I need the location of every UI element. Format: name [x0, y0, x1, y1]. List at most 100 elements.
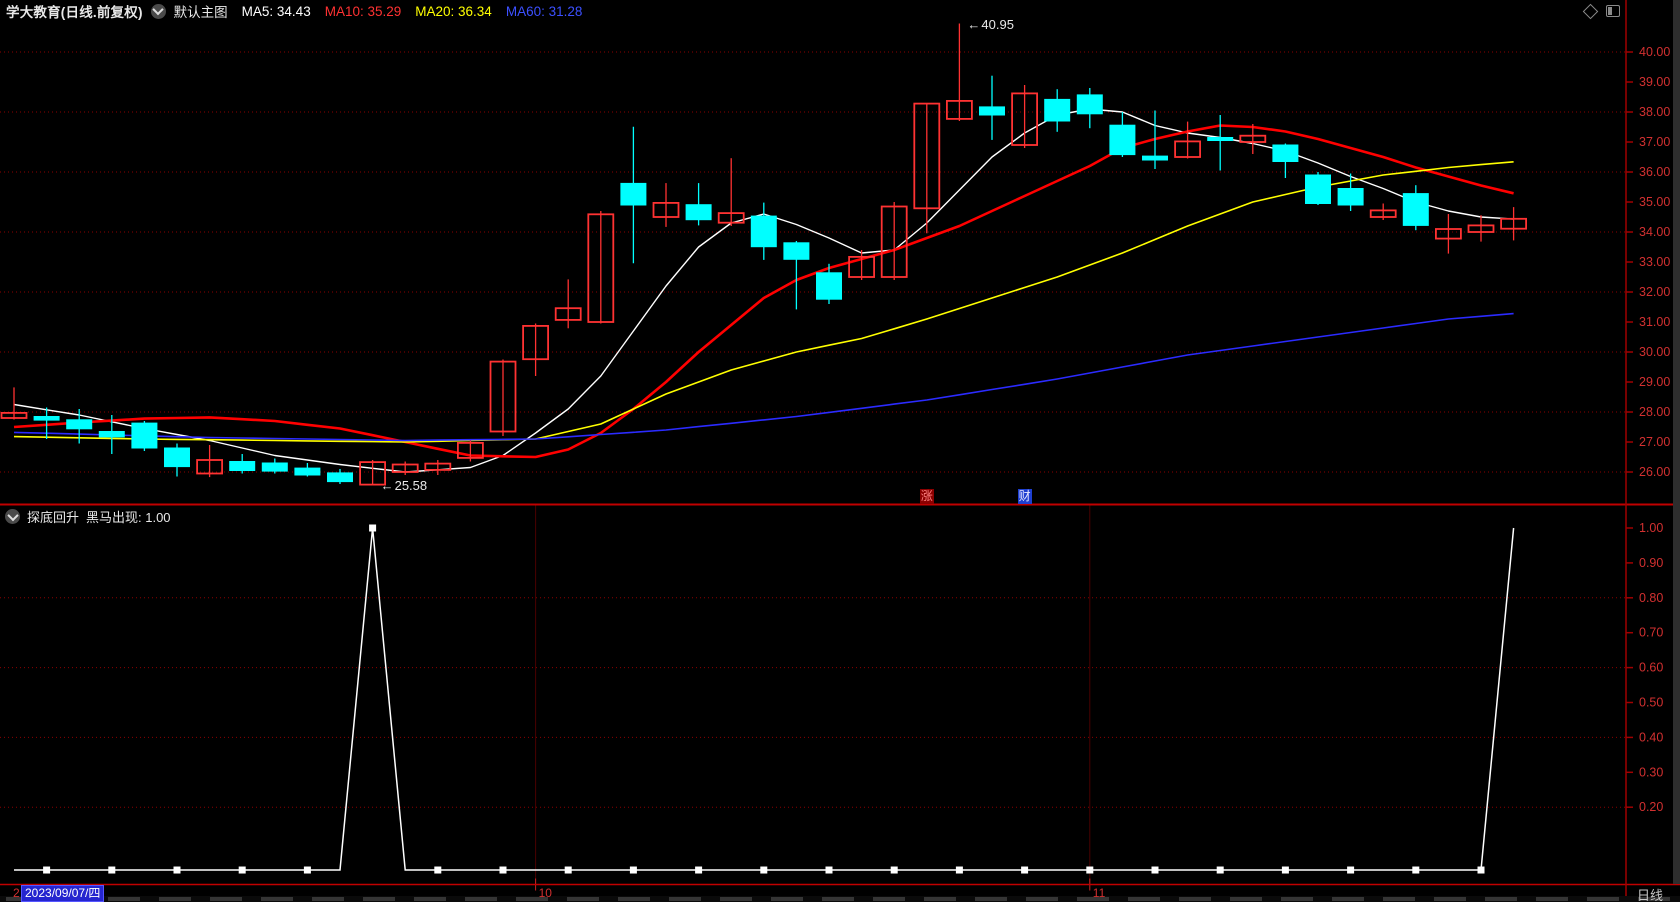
ma60-value-label: MA60: 31.28 [505, 3, 583, 19]
candle[interactable] [1500, 207, 1527, 241]
candle[interactable] [1305, 172, 1331, 205]
candle[interactable] [391, 461, 419, 476]
sub-tick-label: 0.50 [1639, 696, 1663, 710]
annotation-text: 40.95 [981, 16, 1014, 32]
horizontal-scrollbar[interactable] [0, 896, 1680, 902]
vertical-scrollbar[interactable] [1673, 0, 1680, 884]
chevron-down-icon[interactable] [150, 3, 166, 19]
candle[interactable] [1142, 110, 1168, 170]
price-tick-label: 40.00 [1639, 45, 1670, 59]
indicator-value-label: 黑马出现: 1.00 [86, 510, 171, 525]
sub-tick-label: 0.40 [1639, 730, 1663, 744]
ma60-line [13, 312, 1514, 442]
candle[interactable] [848, 250, 875, 280]
candle[interactable] [880, 202, 908, 280]
main-chart-header: 学大教育(日线.前复权) 默认主图 MA5: 34.43 MA10: 35.29… [0, 0, 1680, 22]
price-axis-ticks: 26.00 27.00 28.00 29.00 30.00 31.00 32.00 33.00… [1626, 45, 1670, 479]
diamond-icon[interactable] [1582, 3, 1599, 19]
candle[interactable] [1272, 143, 1299, 179]
candle[interactable] [1239, 124, 1267, 154]
month-separators [535, 505, 1091, 891]
price-annotation: ←25.58 [381, 478, 428, 493]
candle[interactable] [1109, 112, 1136, 157]
candle[interactable] [66, 409, 93, 444]
sub-tick-label: 1.00 [1639, 521, 1663, 535]
candle[interactable] [0, 387, 28, 420]
annotation-text: 25.58 [394, 477, 428, 493]
candle[interactable] [750, 202, 777, 260]
price-tick-label: 32.00 [1639, 285, 1670, 299]
candle[interactable] [685, 183, 712, 226]
sub-tick-label: 0.20 [1639, 800, 1663, 814]
price-tick-label: 37.00 [1639, 135, 1670, 149]
price-tick-label: 39.00 [1639, 75, 1670, 89]
month-label: 11 [1092, 886, 1106, 900]
candle[interactable] [979, 75, 1005, 140]
candle[interactable] [1402, 185, 1429, 231]
left-arrow-icon: ← [967, 16, 981, 32]
candle[interactable] [489, 359, 517, 437]
candle[interactable] [913, 102, 941, 234]
candle[interactable] [1337, 173, 1364, 212]
candles [0, 23, 1527, 486]
first-date-label: 2023/09/07/四 [21, 885, 105, 902]
candle[interactable] [554, 279, 582, 329]
left-arrow-icon: ← [380, 477, 394, 493]
month-label: 10 [538, 886, 552, 900]
chevron-down-icon[interactable] [5, 509, 20, 524]
candle[interactable] [1076, 88, 1103, 129]
candle[interactable] [33, 407, 60, 440]
candle[interactable] [1467, 215, 1495, 242]
ma5-value-label: MA5: 34.43 [241, 3, 311, 19]
partial-date-text: 2 [13, 886, 20, 900]
ma20-value-label: MA20: 36.34 [415, 3, 492, 19]
candle[interactable] [164, 443, 190, 477]
indicator-markers [43, 524, 1485, 874]
price-tick-label: 35.00 [1639, 195, 1670, 209]
candle[interactable] [1174, 121, 1201, 159]
candle[interactable] [229, 454, 256, 474]
candle[interactable] [1011, 85, 1038, 148]
candle[interactable] [1044, 89, 1071, 132]
candle[interactable] [1207, 115, 1234, 171]
bottom-axis-bar: 2 2023/09/07/四 日线 10 11 [0, 885, 1680, 902]
candle[interactable] [131, 421, 158, 451]
candle[interactable] [359, 460, 387, 486]
candle[interactable] [522, 323, 549, 377]
price-tick-label: 30.00 [1639, 345, 1670, 359]
sub-chart-header: 探底回升 黑马出现: 1.00 [5, 507, 171, 526]
candle[interactable] [620, 126, 647, 264]
ma10-value-label: MA10: 35.29 [324, 3, 402, 19]
indicator-name: 探底回升 [27, 510, 80, 525]
event-marker[interactable]: 财 [1017, 489, 1032, 504]
candle[interactable] [424, 460, 452, 475]
sub-tick-label: 0.90 [1639, 556, 1663, 570]
candle[interactable] [1369, 203, 1397, 221]
candle[interactable] [652, 183, 680, 227]
period-label[interactable]: 日线 [1637, 888, 1664, 902]
candle[interactable] [294, 463, 321, 477]
layout-selector[interactable]: 默认主图 [173, 5, 228, 20]
candle[interactable] [196, 445, 224, 478]
candle[interactable] [946, 23, 973, 122]
price-annotation: ←40.95 [967, 17, 1014, 32]
candle[interactable] [1435, 214, 1462, 254]
candle[interactable] [261, 458, 288, 474]
candle[interactable] [327, 469, 353, 484]
candle[interactable] [587, 211, 615, 324]
candle[interactable] [717, 158, 745, 226]
price-tick-label: 28.00 [1639, 405, 1670, 419]
price-tick-label: 27.00 [1639, 435, 1670, 449]
price-tick-label: 26.00 [1639, 465, 1670, 479]
candle[interactable] [456, 440, 484, 462]
candle[interactable] [816, 263, 842, 304]
event-marker[interactable]: 涨 [919, 489, 934, 504]
sub-tick-label: 0.70 [1639, 626, 1663, 640]
candle[interactable] [783, 241, 810, 310]
sub-tick-label: 0.30 [1639, 765, 1663, 779]
split-pane-icon[interactable] [1606, 5, 1620, 17]
candle[interactable] [98, 415, 125, 454]
